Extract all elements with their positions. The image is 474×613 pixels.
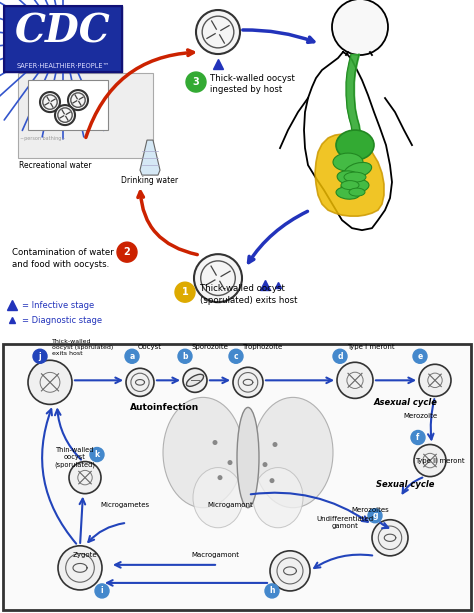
Circle shape	[68, 90, 88, 110]
Circle shape	[414, 444, 446, 477]
Text: Microgamont: Microgamont	[207, 501, 253, 508]
Circle shape	[273, 442, 277, 447]
Ellipse shape	[193, 468, 243, 528]
Text: Undifferentiated
gamont: Undifferentiated gamont	[317, 516, 374, 530]
Text: Asexual cycle: Asexual cycle	[373, 398, 437, 407]
Circle shape	[368, 509, 382, 523]
Circle shape	[337, 362, 373, 398]
Circle shape	[233, 367, 263, 397]
Circle shape	[55, 105, 75, 125]
Text: k: k	[94, 450, 100, 459]
Circle shape	[186, 72, 206, 92]
Circle shape	[228, 460, 233, 465]
Text: 1: 1	[182, 287, 188, 297]
Circle shape	[117, 242, 137, 262]
Ellipse shape	[349, 188, 365, 196]
Text: a: a	[129, 352, 135, 361]
Ellipse shape	[344, 162, 372, 178]
Circle shape	[196, 10, 240, 54]
Ellipse shape	[341, 179, 369, 193]
Text: Microgametes: Microgametes	[100, 501, 150, 508]
Text: Drinking water: Drinking water	[121, 175, 179, 185]
Text: h: h	[269, 587, 275, 595]
Circle shape	[218, 475, 222, 480]
Circle shape	[33, 349, 47, 364]
FancyBboxPatch shape	[18, 73, 153, 158]
Circle shape	[270, 551, 310, 591]
Text: Thick-walled
oocyst (sporulated)
exits host: Thick-walled oocyst (sporulated) exits h…	[52, 338, 113, 356]
Text: Thick-walled oocyst
ingested by host: Thick-walled oocyst ingested by host	[210, 74, 295, 94]
Circle shape	[95, 584, 109, 598]
Text: Type I meront: Type I meront	[347, 345, 395, 350]
Circle shape	[40, 92, 60, 112]
Ellipse shape	[237, 408, 259, 508]
Text: Zygote: Zygote	[73, 552, 97, 558]
FancyBboxPatch shape	[28, 80, 108, 130]
Circle shape	[183, 368, 207, 392]
Text: Merozoite: Merozoite	[403, 413, 437, 419]
Text: f: f	[416, 433, 419, 442]
Text: Contamination of water
and food with oocysts.: Contamination of water and food with ooc…	[12, 248, 114, 268]
Ellipse shape	[336, 187, 360, 199]
Circle shape	[175, 282, 195, 302]
Circle shape	[90, 447, 104, 462]
Text: Macrogamont: Macrogamont	[191, 552, 239, 558]
Text: c: c	[234, 352, 238, 361]
FancyBboxPatch shape	[4, 6, 122, 72]
Text: j: j	[39, 352, 41, 361]
Circle shape	[178, 349, 192, 364]
Text: i: i	[100, 587, 103, 595]
Circle shape	[263, 462, 267, 467]
Ellipse shape	[253, 468, 303, 528]
Circle shape	[413, 349, 427, 364]
Circle shape	[333, 349, 347, 364]
Text: ~person bathing~: ~person bathing~	[20, 135, 65, 140]
Circle shape	[419, 364, 451, 397]
Ellipse shape	[163, 397, 243, 508]
Text: Autoinfection: Autoinfection	[130, 403, 200, 412]
Text: Thick-walled oocyst
(sporulated) exits host: Thick-walled oocyst (sporulated) exits h…	[200, 284, 298, 305]
Text: d: d	[337, 352, 343, 361]
Circle shape	[229, 349, 243, 364]
Circle shape	[265, 584, 279, 598]
Circle shape	[212, 440, 218, 445]
Circle shape	[372, 520, 408, 556]
Text: Trophozoite: Trophozoite	[242, 345, 282, 350]
Circle shape	[126, 368, 154, 397]
Circle shape	[28, 360, 72, 405]
Ellipse shape	[337, 171, 363, 185]
Circle shape	[69, 462, 101, 493]
Text: Merozoites: Merozoites	[351, 507, 389, 512]
Polygon shape	[140, 140, 160, 175]
Text: e: e	[418, 352, 423, 361]
Text: b: b	[182, 352, 188, 361]
Text: CDC: CDC	[15, 12, 111, 50]
Circle shape	[411, 430, 425, 444]
Text: Thin-walled
oocyst
(sporulated): Thin-walled oocyst (sporulated)	[55, 447, 95, 468]
Text: Sexual cycle: Sexual cycle	[376, 480, 434, 489]
Ellipse shape	[186, 375, 203, 386]
Text: g: g	[372, 511, 378, 520]
Text: = Diagnostic stage: = Diagnostic stage	[22, 316, 102, 325]
Circle shape	[194, 254, 242, 302]
Text: Oocyst: Oocyst	[138, 345, 162, 350]
Ellipse shape	[253, 397, 333, 508]
Text: 2: 2	[124, 247, 130, 257]
Circle shape	[270, 478, 274, 483]
Ellipse shape	[344, 172, 366, 182]
Circle shape	[332, 0, 388, 55]
Text: Type II meront: Type II meront	[415, 457, 465, 463]
Text: = Infective stage: = Infective stage	[22, 301, 94, 310]
Text: Sporozoite: Sporozoite	[192, 345, 229, 350]
Text: 3: 3	[192, 77, 200, 87]
Circle shape	[125, 349, 139, 364]
Text: SAFER·HEALTHIER·PEOPLE™: SAFER·HEALTHIER·PEOPLE™	[17, 63, 109, 69]
Ellipse shape	[336, 130, 374, 160]
Circle shape	[58, 546, 102, 590]
Polygon shape	[315, 134, 384, 216]
Ellipse shape	[333, 153, 363, 171]
Text: Recreational water: Recreational water	[19, 161, 91, 170]
Ellipse shape	[341, 181, 359, 189]
